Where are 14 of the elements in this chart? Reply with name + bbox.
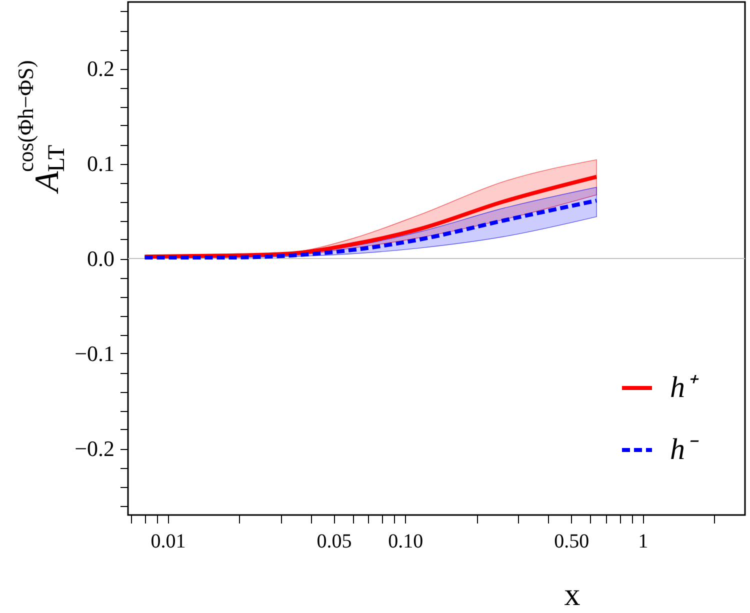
x-tick-label: 0.10 [388, 530, 424, 552]
y-tick-label: −0.2 [74, 436, 114, 461]
y-tick-label: −0.1 [74, 341, 114, 366]
y-tick-label: 0.2 [87, 56, 114, 81]
x-axis-title: x [564, 576, 580, 612]
legend-label: h⁺ [670, 371, 699, 404]
x-tick-label: 1 [638, 530, 648, 552]
x-tick-label: 0.01 [150, 530, 186, 552]
x-tick-label: 0.05 [316, 530, 352, 552]
y-tick-label: 0.0 [87, 246, 114, 271]
x-tick-label: 0.50 [554, 530, 590, 552]
y-tick-label: 0.1 [87, 151, 114, 176]
legend-label: h⁻ [670, 433, 699, 466]
y-axis-title: ALTcos(Φh−ΦS) [13, 60, 70, 194]
